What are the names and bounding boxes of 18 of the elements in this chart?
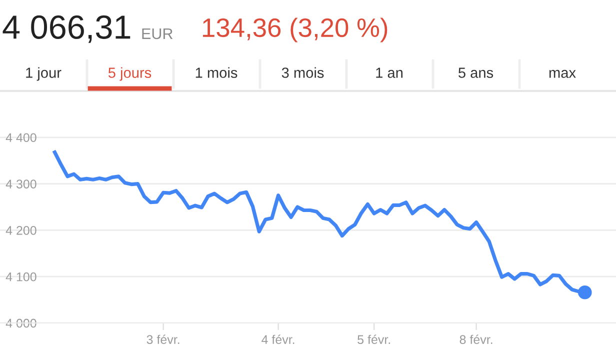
x-tick-label: 4 févr. <box>262 334 294 344</box>
y-tick-label: 4 400 <box>6 133 36 142</box>
text: max <box>549 70 576 78</box>
x-tick-label: 8 févr. <box>460 334 492 344</box>
text: 1 jour <box>26 67 62 81</box>
chart-title: 4 066,31 <box>2 15 130 43</box>
y-tick-label: 4 100 <box>6 272 36 282</box>
text: 5 jours <box>108 67 152 81</box>
x-tick-label: 5 févr. <box>358 334 390 344</box>
x-tick-label: 3 févr. <box>146 334 180 344</box>
text: 134,36 (3,20 %) <box>203 18 388 42</box>
text: 3 mois <box>282 67 324 78</box>
text: EUR <box>142 28 173 40</box>
y-tick-label: 4 300 <box>6 180 36 188</box>
text: 1 mois <box>196 67 238 78</box>
text: 5 ans <box>458 68 494 78</box>
y-tick-label: 4 200 <box>6 226 36 235</box>
text: 1 an <box>376 68 402 78</box>
